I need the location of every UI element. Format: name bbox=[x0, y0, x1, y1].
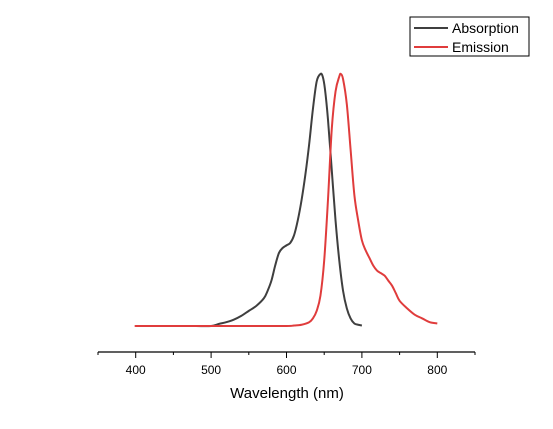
x-tick-label: 600 bbox=[276, 363, 296, 377]
plot-area bbox=[134, 72, 438, 328]
legend: Absorption Emission bbox=[409, 16, 530, 57]
x-tick-label: 700 bbox=[352, 363, 372, 377]
x-axis-ticks: 400 500 600 700 800 bbox=[97, 352, 476, 377]
x-tick-label: 400 bbox=[126, 363, 146, 377]
series-line-emission bbox=[134, 72, 438, 328]
legend-label-emission: Emission bbox=[452, 39, 509, 55]
x-tick-label: 800 bbox=[427, 363, 447, 377]
x-axis-label: Wavelength (nm) bbox=[230, 385, 344, 402]
series-line-absorption bbox=[184, 72, 363, 328]
legend-label-absorption: Absorption bbox=[452, 20, 519, 36]
legend-box bbox=[409, 16, 530, 57]
x-tick-label: 500 bbox=[201, 363, 221, 377]
